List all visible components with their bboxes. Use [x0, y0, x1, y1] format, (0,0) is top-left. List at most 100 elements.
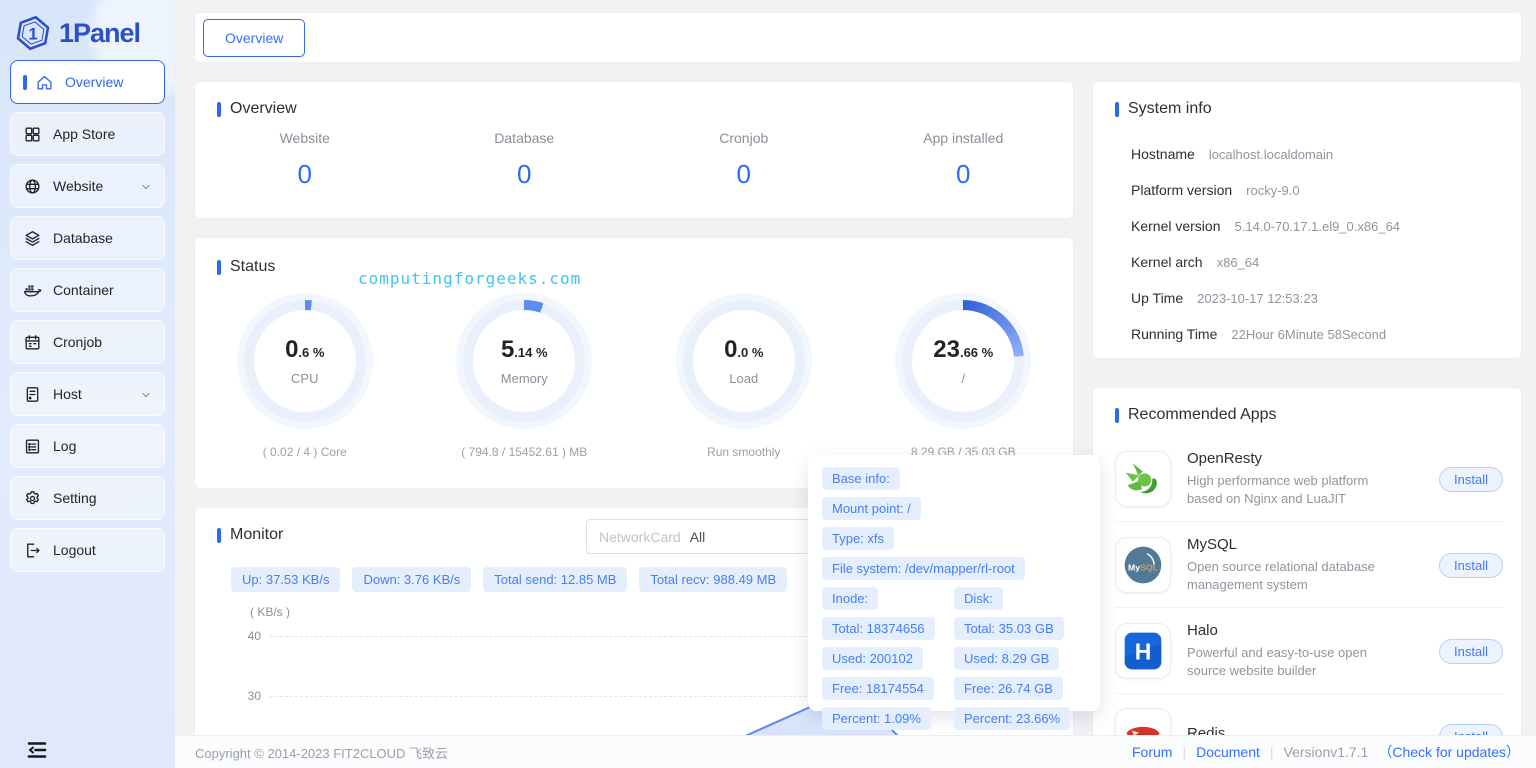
install-button-halo[interactable]: Install [1439, 639, 1503, 664]
title-accent-bar [217, 102, 221, 117]
forum-link[interactable]: Forum [1132, 744, 1172, 760]
sidebar-item-label: Setting [53, 490, 97, 506]
sidebar: 1 1Panel Overview App Store Website [0, 0, 175, 768]
sys-value: x86_64 [1217, 255, 1260, 270]
stat-value[interactable]: 0 [195, 159, 415, 190]
app-name[interactable]: OpenResty [1187, 450, 1423, 467]
globe-icon [23, 177, 42, 196]
sys-label: Platform version [1131, 182, 1232, 198]
stat-label: Database [415, 130, 635, 146]
sidebar-item-website[interactable]: Website [10, 164, 165, 208]
version-text: Versionv1.7.1 [1284, 744, 1369, 760]
stat-value[interactable]: 0 [415, 159, 635, 190]
tooltip-columns: Inode: Total: 18374656 Used: 200102 Free… [822, 587, 1086, 737]
footer-divider: | [1270, 744, 1274, 760]
app-info: MySQL Open source relational database ma… [1187, 536, 1423, 594]
copyright-text: Copyright © 2014-2023 FIT2CLOUD 飞致云 [195, 743, 448, 762]
install-button-openresty[interactable]: Install [1439, 467, 1503, 492]
sidebar-item-label: Logout [53, 542, 96, 558]
app-description: Open source relational database manageme… [1187, 558, 1397, 594]
sys-label: Kernel version [1131, 218, 1221, 234]
app-row-halo: H Halo Powerful and easy-to-use open sou… [1115, 608, 1503, 694]
sidebar-item-label: Cronjob [53, 334, 102, 350]
system-info-row: Platform version rocky-9.0 [1131, 172, 1505, 208]
sidebar-item-label: Container [53, 282, 114, 298]
app-row-openresty: OpenResty High performance web platform … [1115, 436, 1503, 522]
gauge-ring: 0.6 % CPU [244, 300, 366, 422]
tab-overview[interactable]: Overview [203, 19, 305, 57]
recommended-apps-title: Recommended Apps [1115, 406, 1277, 424]
app-name[interactable]: MySQL [1187, 536, 1423, 553]
gauge-root-disk: 23.66 % / 8.29 GB / 35.03 GB [854, 300, 1074, 459]
app-row-mysql: MySQL MySQL Open source relational datab… [1115, 522, 1503, 608]
title-accent-bar [217, 528, 221, 543]
chevron-down-icon [140, 388, 152, 400]
sidebar-item-database[interactable]: Database [10, 216, 165, 260]
gauge-value: 0.0 % [724, 336, 763, 364]
tooltip-inode-column: Inode: Total: 18374656 Used: 200102 Free… [822, 587, 954, 737]
calendar-icon [23, 333, 42, 352]
sys-label: Running Time [1131, 326, 1217, 342]
watermark-text: computingforgeeks.com [358, 269, 581, 288]
stat-value[interactable]: 0 [854, 159, 1074, 190]
sidebar-item-logout[interactable]: Logout [10, 528, 165, 572]
gauge-label: / [961, 371, 965, 386]
sidebar-item-label: Host [53, 386, 82, 402]
sidebar-item-app-store[interactable]: App Store [10, 112, 165, 156]
chevron-down-icon [140, 180, 152, 192]
sys-value: 22Hour 6Minute 58Second [1231, 327, 1386, 342]
tooltip-inode-free: Free: 18174554 [822, 677, 934, 700]
stat-app-installed: App installed 0 [854, 130, 1074, 190]
title-accent-bar [1115, 102, 1119, 117]
overview-stats: Website 0 Database 0 Cronjob 0 App insta… [195, 130, 1073, 190]
tooltip-inode-percent: Percent: 1.09% [822, 707, 931, 730]
system-info-row: Kernel arch x86_64 [1131, 244, 1505, 280]
sidebar-item-host[interactable]: Host [10, 372, 165, 416]
sidebar-item-label: Website [53, 178, 103, 194]
gauge-subtext: Run smoothly [707, 445, 780, 459]
install-button-mysql[interactable]: Install [1439, 553, 1503, 578]
network-card-select-label: NetworkCard [599, 529, 681, 545]
openresty-logo-icon [1115, 451, 1171, 507]
tooltip-disk-total: Total: 35.03 GB [954, 617, 1064, 640]
app-name[interactable]: Halo [1187, 622, 1423, 639]
tooltip-inode-header: Inode: [822, 587, 878, 610]
gauge-subtext: ( 0.02 / 4 ) Core [263, 445, 347, 459]
sidebar-item-container[interactable]: Container [10, 268, 165, 312]
collapse-sidebar-icon[interactable] [24, 738, 50, 762]
app-description: Powerful and easy-to-use open source web… [1187, 644, 1397, 680]
gear-icon [23, 489, 42, 508]
app-info: OpenResty High performance web platform … [1187, 450, 1423, 508]
sidebar-item-label: Overview [65, 74, 123, 90]
active-indicator [23, 75, 27, 90]
status-title-text: Status [230, 258, 275, 276]
brand-name: 1Panel [59, 18, 140, 49]
footer: Copyright © 2014-2023 FIT2CLOUD 飞致云 Foru… [175, 735, 1536, 768]
system-info-row: Up Time 2023-10-17 12:53:23 [1131, 280, 1505, 316]
brand-logo: 1 1Panel [0, 0, 175, 56]
network-card-select-value: All [690, 529, 706, 545]
check-for-updates-link[interactable]: （Check for updates） [1378, 742, 1520, 762]
system-info-card-title: System info [1115, 100, 1212, 118]
overview-title-text: Overview [230, 100, 297, 118]
gauge-ring: 0.0 % Load [683, 300, 805, 422]
gauge-value: 0.6 % [285, 336, 324, 364]
sidebar-item-cronjob[interactable]: Cronjob [10, 320, 165, 364]
document-link[interactable]: Document [1196, 744, 1260, 760]
gauge-cpu: 0.6 % CPU ( 0.02 / 4 ) Core [195, 300, 415, 459]
sys-label: Kernel arch [1131, 254, 1203, 270]
sidebar-item-log[interactable]: Log [10, 424, 165, 468]
gauge-ring: 5.14 % Memory [463, 300, 585, 422]
disk-info-tooltip: Base info: Mount point: / Type: xfs File… [808, 455, 1100, 711]
sidebar-item-setting[interactable]: Setting [10, 476, 165, 520]
sidebar-item-overview[interactable]: Overview [10, 60, 165, 104]
stat-label: App installed [854, 130, 1074, 146]
gauge-value: 23.66 % [933, 336, 993, 364]
footer-links: Forum | Document | Versionv1.7.1 （Check … [1132, 742, 1520, 762]
sidebar-menu: Overview App Store Website Database [0, 56, 175, 572]
stat-value[interactable]: 0 [634, 159, 854, 190]
mysql-logo-icon: MySQL [1115, 537, 1171, 593]
badge-up-speed: Up: 37.53 KB/s [231, 567, 340, 592]
status-card: Status computingforgeeks.com 0.6 % CPU (… [195, 238, 1073, 488]
gauge-load: 0.0 % Load Run smoothly [634, 300, 854, 459]
